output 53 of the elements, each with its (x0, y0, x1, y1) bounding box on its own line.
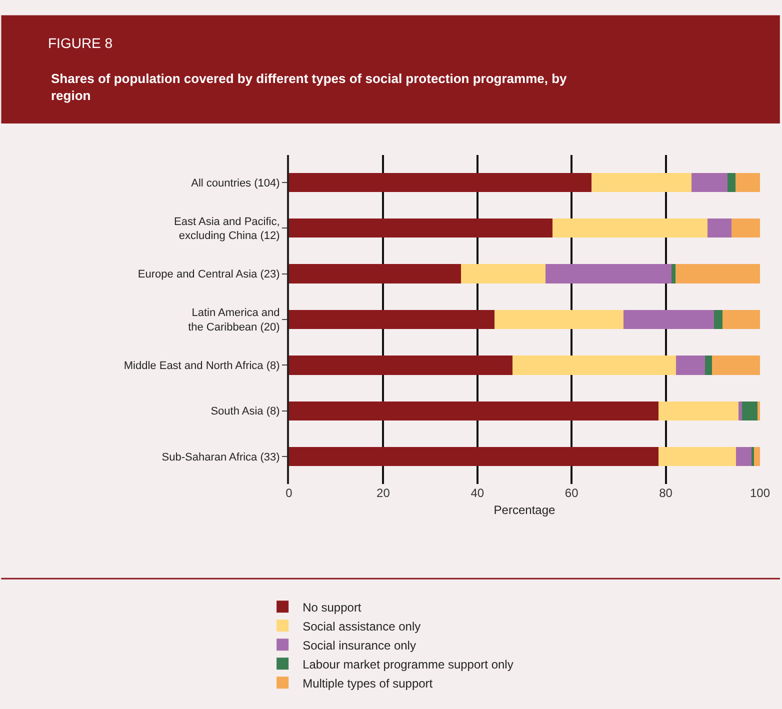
bar (722, 310, 760, 330)
bar (289, 310, 494, 330)
bar (676, 264, 760, 284)
bar (704, 356, 712, 375)
legend-label: Labour market programme support only (302, 657, 514, 672)
bar (738, 401, 742, 420)
y-tick-label: Latin America and the Caribbean (20) (188, 307, 280, 334)
bar (494, 310, 624, 330)
x-tick-label: 0 (286, 486, 293, 500)
bar (289, 264, 461, 284)
bar (731, 218, 760, 238)
bar (714, 310, 722, 330)
chart-subtitle: Shares of population covered by different types of social protection programme, by region (51, 71, 568, 103)
bar (742, 401, 758, 420)
bar (658, 446, 736, 466)
bar (671, 264, 676, 284)
y-tick-label: Sub-Saharan Africa (33) (162, 451, 280, 464)
bar (289, 356, 512, 375)
bar (736, 172, 760, 192)
bar (289, 218, 552, 238)
text: FIGURE 8 (48, 34, 113, 51)
bar (712, 356, 760, 375)
x-tick-label: 100 (750, 486, 770, 500)
x-tick-label: 20 (376, 486, 390, 500)
legend-label: Social assistance only (302, 619, 421, 634)
bar (591, 172, 692, 192)
x-tick-label: 80 (659, 486, 673, 500)
bar (692, 172, 728, 192)
bar (289, 172, 592, 192)
bar (728, 172, 736, 192)
y-tick-label: Middle East and North Africa (8) (124, 360, 280, 372)
y-tick-label: Europe and Central Asia (23) (138, 268, 280, 281)
bar (289, 401, 658, 420)
y-tick-label: All countries (104) (191, 177, 280, 190)
bar (676, 356, 705, 375)
bar (552, 218, 708, 238)
bar (658, 401, 738, 420)
x-axis-title: Percentage (494, 502, 556, 517)
y-tick-label: East Asia and Pacific, excluding China (12) (174, 216, 280, 242)
x-tick-label: 60 (564, 486, 579, 500)
y-tick-label: South Asia (8) (210, 406, 280, 418)
legend-label: No support (302, 600, 362, 614)
bar (754, 446, 760, 466)
legend-label: Multiple types of support (302, 676, 434, 690)
x-tick-label: 40 (470, 486, 484, 500)
bar (460, 264, 546, 284)
bar (736, 446, 752, 466)
legend-label: Social insurance only (302, 638, 416, 652)
bar (546, 264, 672, 284)
bar (707, 218, 732, 238)
bar (289, 446, 658, 466)
bar (512, 356, 676, 375)
bar (623, 310, 714, 330)
